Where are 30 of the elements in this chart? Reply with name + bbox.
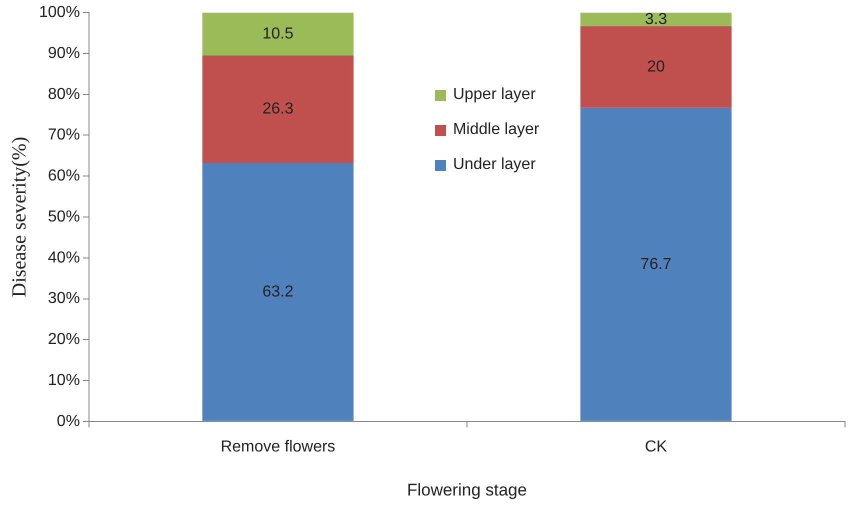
y-tick-label: 0% bbox=[56, 412, 80, 430]
y-tick-label: 20% bbox=[48, 331, 80, 348]
bar bbox=[202, 12, 354, 56]
y-tick-label: 100% bbox=[39, 4, 80, 22]
data-label: 26.3 bbox=[262, 100, 294, 118]
legend-label: Upper layer bbox=[452, 86, 536, 104]
data-label: 63.2 bbox=[262, 283, 294, 300]
legend-label: Middle layer bbox=[452, 121, 540, 140]
x-tick-label: Remove flowers bbox=[220, 438, 336, 456]
data-label: 76.7 bbox=[640, 256, 672, 273]
bar bbox=[202, 56, 354, 164]
y-tick-label: 30% bbox=[48, 290, 80, 308]
y-tick-label: 40% bbox=[48, 249, 80, 266]
bar bbox=[580, 12, 732, 26]
legend-label: Under layer bbox=[452, 156, 536, 174]
y-tick-label: 70% bbox=[48, 126, 80, 144]
y-axis-title: Disease severity(%) bbox=[8, 136, 30, 298]
bar bbox=[580, 108, 732, 421]
y-tick-label: 10% bbox=[48, 372, 80, 389]
y-tick-label: 50% bbox=[48, 208, 80, 226]
x-axis-title: Flowering stage bbox=[406, 480, 527, 500]
y-tick-label: 90% bbox=[48, 44, 80, 62]
data-label: 10.5 bbox=[262, 25, 294, 42]
data-label: 20 bbox=[647, 58, 665, 76]
x-tick-label: CK bbox=[644, 438, 668, 456]
y-tick-label: 60% bbox=[48, 168, 80, 185]
data-label: 3.3 bbox=[644, 10, 668, 28]
bar bbox=[580, 26, 732, 108]
y-tick-label: 80% bbox=[48, 86, 80, 103]
bar bbox=[202, 163, 354, 421]
